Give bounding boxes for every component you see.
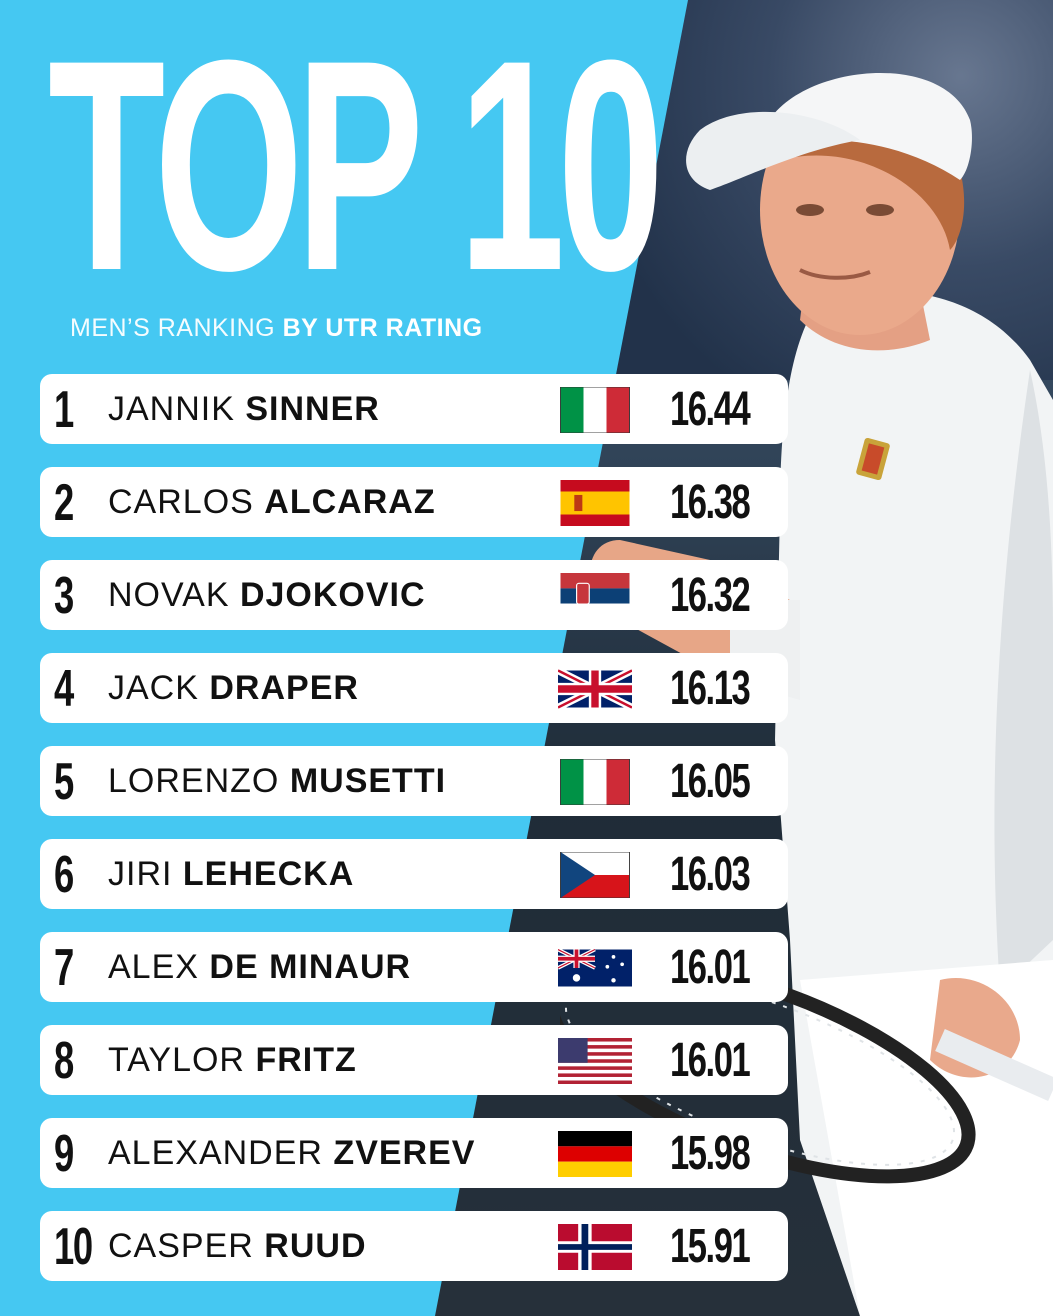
last-name: LEHECKA xyxy=(182,855,355,893)
ranking-row: 3 NOVAK DJOKOVIC 16.32 xyxy=(40,560,788,630)
first-name: ALEXANDER xyxy=(108,1134,323,1172)
first-name: JANNIK xyxy=(108,390,235,428)
utr-rating: 16.03 xyxy=(670,848,751,901)
first-name: JIRI xyxy=(108,855,173,893)
first-name: JACK xyxy=(108,669,199,707)
player-name: JIRI LEHECKA xyxy=(108,839,354,909)
last-name: ZVEREV xyxy=(333,1134,476,1172)
rank-number: 3 xyxy=(54,567,74,625)
last-name: RUUD xyxy=(264,1227,367,1265)
utr-rating: 16.38 xyxy=(670,476,751,529)
rank-number: 9 xyxy=(54,1125,74,1183)
page-subtitle: MEN’S RANKING BY UTR RATING xyxy=(70,314,483,343)
page-title: TOP 10 xyxy=(48,0,664,333)
utr-rating: 15.98 xyxy=(670,1127,751,1180)
czech-flag-icon xyxy=(558,852,632,898)
player-name: ALEX DE MINAUR xyxy=(108,932,411,1002)
first-name: CARLOS xyxy=(108,483,254,521)
ranking-row: 10 CASPER RUUD 15.91 xyxy=(40,1211,788,1281)
ranking-row: 1 JANNIK SINNER 16.44 xyxy=(40,374,788,444)
italy-flag-icon xyxy=(558,387,632,433)
spain-flag-icon xyxy=(558,480,632,526)
last-name: DRAPER xyxy=(209,669,359,707)
italy-flag-icon xyxy=(558,759,632,805)
subtitle-light: MEN’S RANKING xyxy=(70,314,276,342)
last-name: DE MINAUR xyxy=(209,948,412,986)
utr-rating: 16.13 xyxy=(670,662,751,715)
player-name: ALEXANDER ZVEREV xyxy=(108,1118,475,1188)
norway-flag-icon xyxy=(558,1224,632,1270)
first-name: ALEX xyxy=(108,948,199,986)
last-name: ALCARAZ xyxy=(264,483,436,521)
serbia-flag-icon xyxy=(558,573,632,619)
ranking-row: 6 JIRI LEHECKA 16.03 xyxy=(40,839,788,909)
player-name: LORENZO MUSETTI xyxy=(108,746,446,816)
australia-flag-icon xyxy=(558,945,632,991)
uk-flag-icon xyxy=(558,666,632,712)
rank-number: 8 xyxy=(54,1032,74,1090)
utr-rating: 16.01 xyxy=(670,941,751,994)
last-name: SINNER xyxy=(245,390,380,428)
rank-number: 7 xyxy=(54,939,74,997)
last-name: FRITZ xyxy=(255,1041,357,1079)
ranking-row: 9 ALEXANDER ZVEREV 15.98 xyxy=(40,1118,788,1188)
utr-rating: 16.44 xyxy=(670,383,751,436)
ranking-list: 1 JANNIK SINNER 16.44 2 CARLOS ALCARAZ 1… xyxy=(40,374,788,1304)
rank-number: 6 xyxy=(54,846,74,904)
first-name: TAYLOR xyxy=(108,1041,245,1079)
rank-number: 4 xyxy=(54,660,74,718)
ranking-row: 7 ALEX DE MINAUR 16.01 xyxy=(40,932,788,1002)
first-name: LORENZO xyxy=(108,762,280,800)
ranking-row: 8 TAYLOR FRITZ 16.01 xyxy=(40,1025,788,1095)
player-name: JACK DRAPER xyxy=(108,653,359,723)
ranking-row: 2 CARLOS ALCARAZ 16.38 xyxy=(40,467,788,537)
utr-rating: 16.01 xyxy=(670,1034,751,1087)
player-name: NOVAK DJOKOVIC xyxy=(108,560,426,630)
rank-number: 10 xyxy=(54,1218,93,1276)
ranking-row: 5 LORENZO MUSETTI 16.05 xyxy=(40,746,788,816)
player-name: JANNIK SINNER xyxy=(108,374,380,444)
last-name: MUSETTI xyxy=(289,762,447,800)
subtitle-bold: BY UTR RATING xyxy=(282,314,483,342)
rank-number: 1 xyxy=(54,381,74,439)
rank-number: 5 xyxy=(54,753,74,811)
player-name: CARLOS ALCARAZ xyxy=(108,467,436,537)
utr-rating: 15.91 xyxy=(670,1220,751,1273)
first-name: CASPER xyxy=(108,1227,254,1265)
player-name: TAYLOR FRITZ xyxy=(108,1025,357,1095)
ranking-row: 4 JACK DRAPER 16.13 xyxy=(40,653,788,723)
rank-number: 2 xyxy=(54,474,74,532)
germany-flag-icon xyxy=(558,1131,632,1177)
utr-rating: 16.05 xyxy=(670,755,751,808)
utr-rating: 16.32 xyxy=(670,569,751,622)
last-name: DJOKOVIC xyxy=(239,576,426,614)
first-name: NOVAK xyxy=(108,576,230,614)
player-name: CASPER RUUD xyxy=(108,1211,367,1281)
usa-flag-icon xyxy=(558,1038,632,1084)
